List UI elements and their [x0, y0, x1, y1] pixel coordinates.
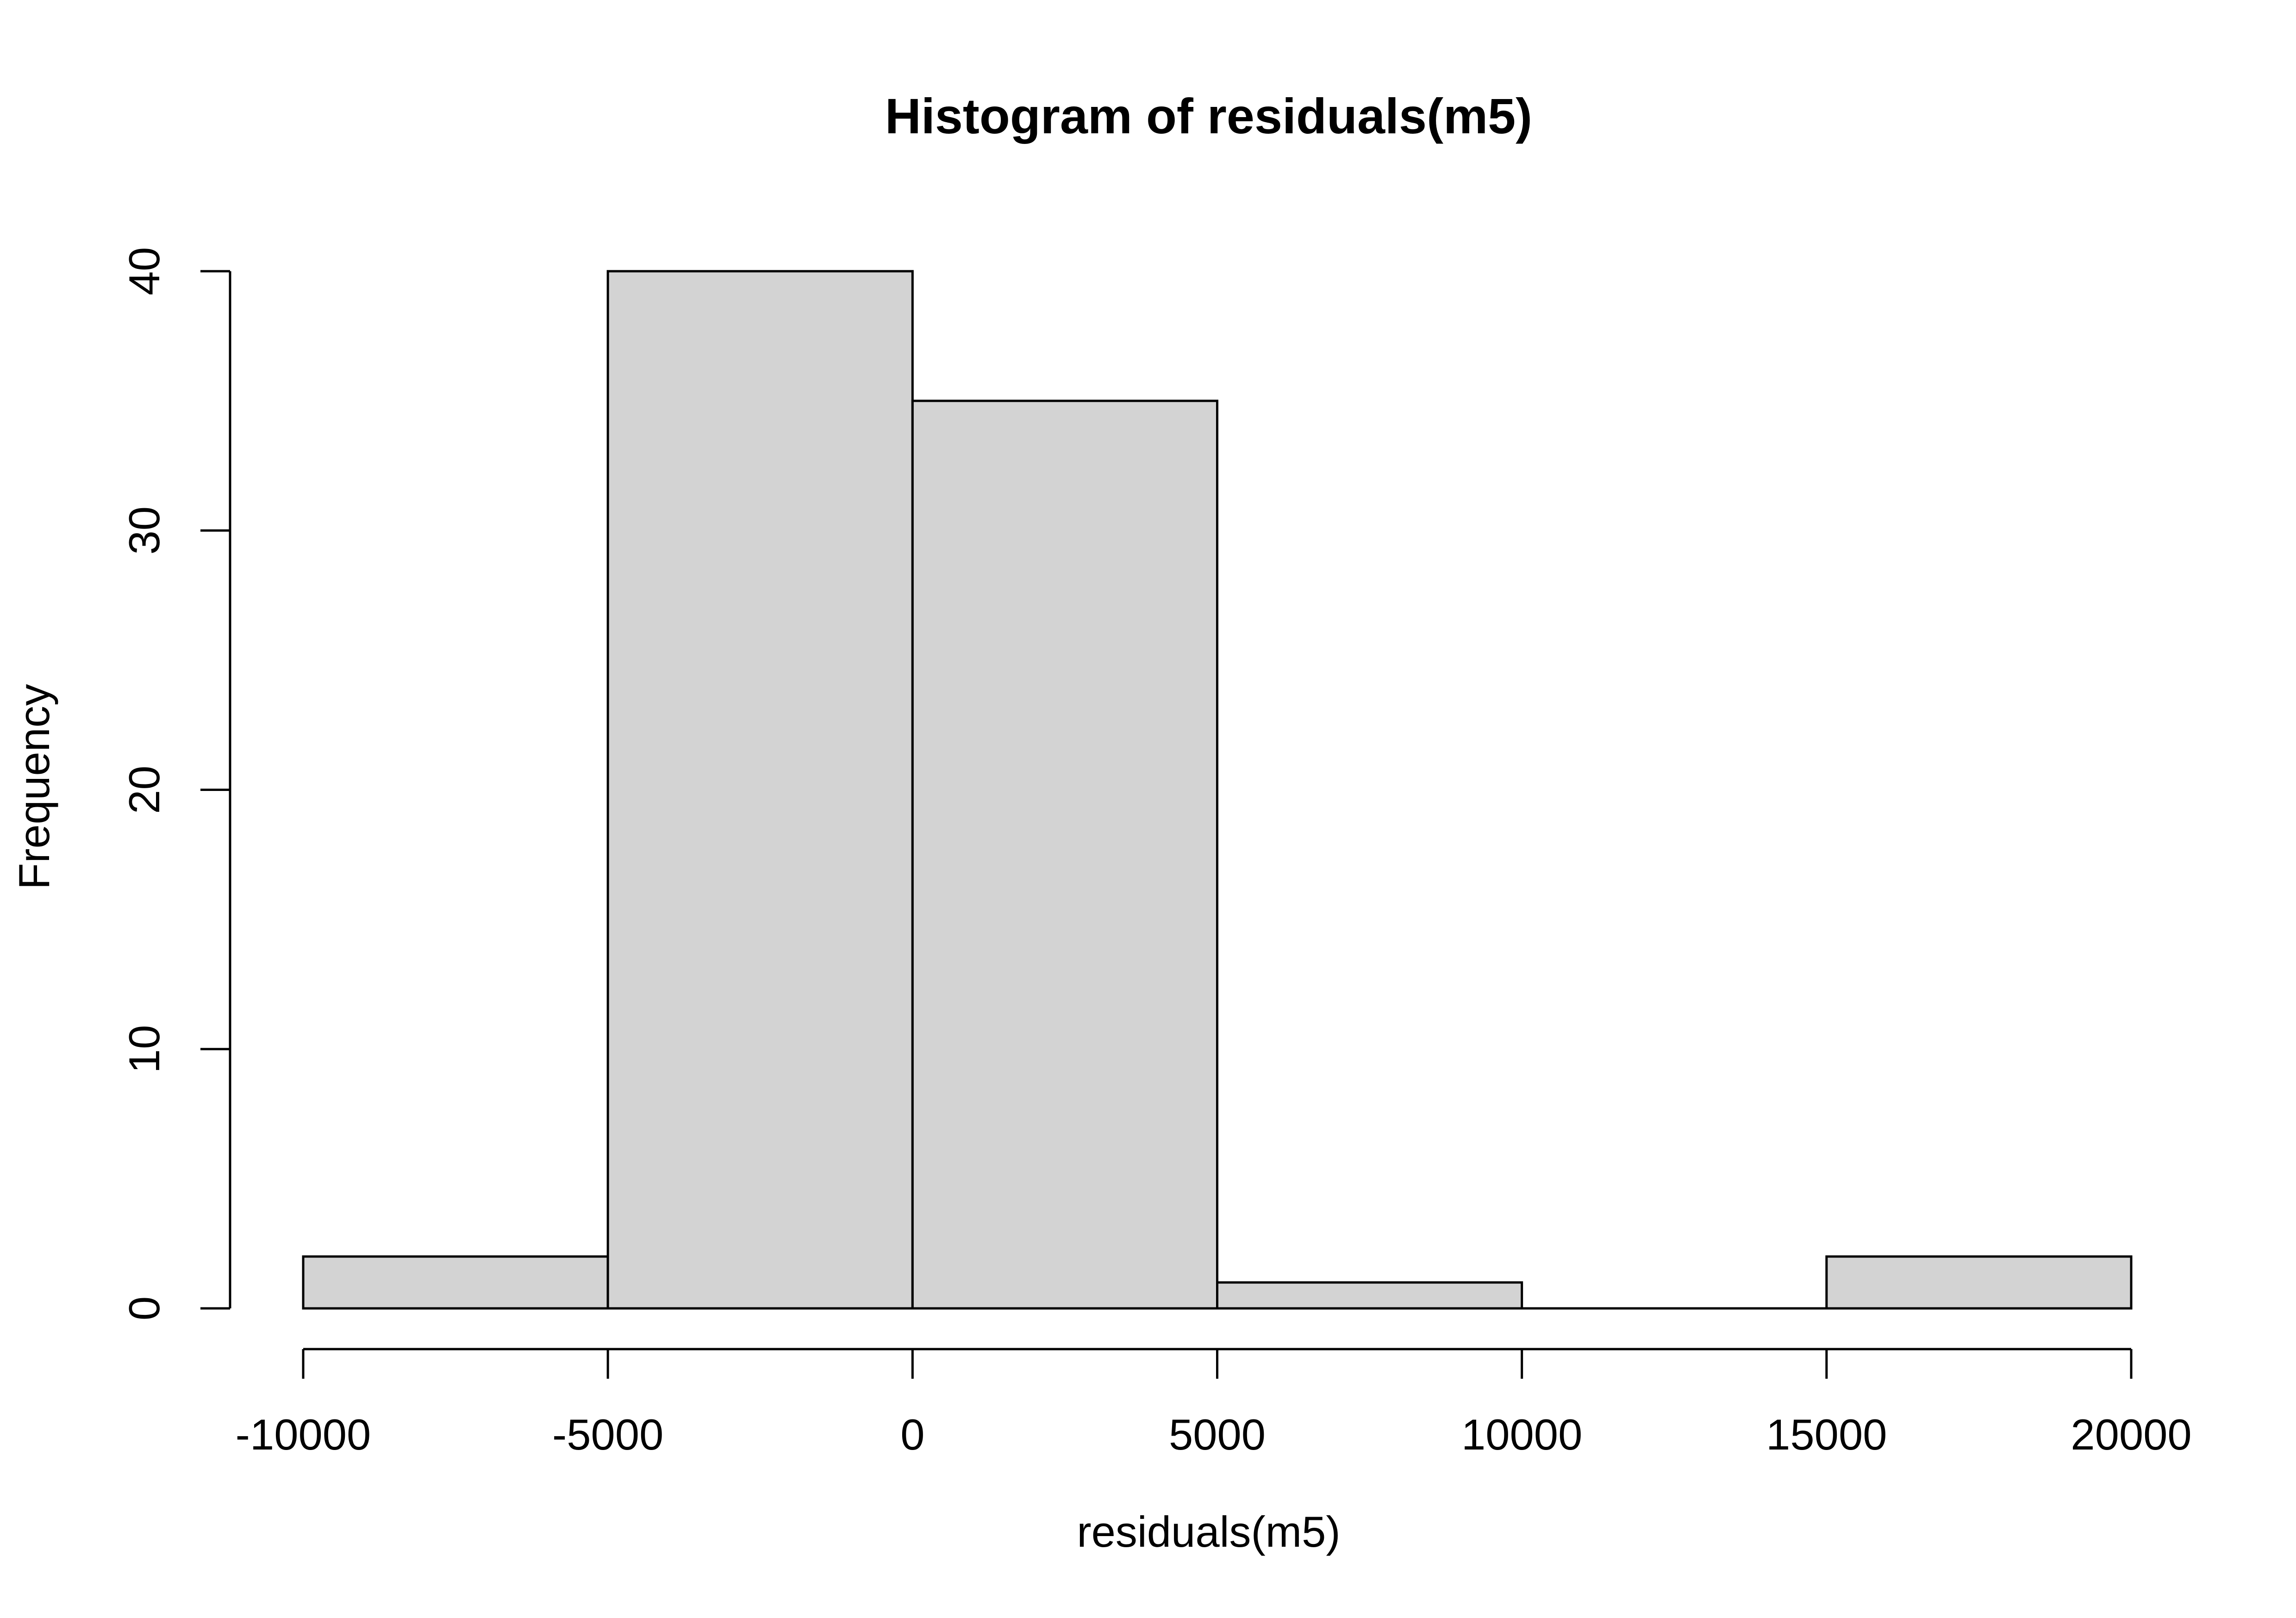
- y-tick-label: 40: [120, 247, 168, 296]
- histogram-bar: [302, 1255, 609, 1310]
- bars-group: [302, 270, 2133, 1310]
- x-tick-label: 15000: [1766, 1410, 1887, 1459]
- histogram-bar: [1825, 1255, 2133, 1310]
- y-tick-label: 20: [120, 765, 168, 814]
- histogram-bar: [606, 270, 914, 1310]
- x-tick-label: 5000: [1169, 1410, 1266, 1459]
- y-axis-label: Frequency: [10, 684, 58, 890]
- y-tick-label: 10: [120, 1025, 168, 1073]
- x-tick-label: 10000: [1461, 1410, 1582, 1459]
- x-tick-label: -10000: [236, 1410, 371, 1459]
- x-tick-label: 0: [900, 1410, 924, 1459]
- histogram-bar: [1216, 1281, 1523, 1310]
- y-tick-label: 0: [120, 1296, 168, 1320]
- x-tick-label: 20000: [2071, 1410, 2191, 1459]
- chart-title: Histogram of residuals(m5): [885, 88, 1532, 144]
- y-tick-label: 30: [120, 506, 168, 555]
- x-tick-label: -5000: [552, 1410, 663, 1459]
- x-axis: -10000 -5000 0 5000 10000 15000 20000: [236, 1348, 2192, 1459]
- histogram-bar: [911, 399, 1219, 1310]
- y-axis: 0 10 20 30 40: [120, 247, 231, 1320]
- x-axis-label: residuals(m5): [1077, 1507, 1340, 1556]
